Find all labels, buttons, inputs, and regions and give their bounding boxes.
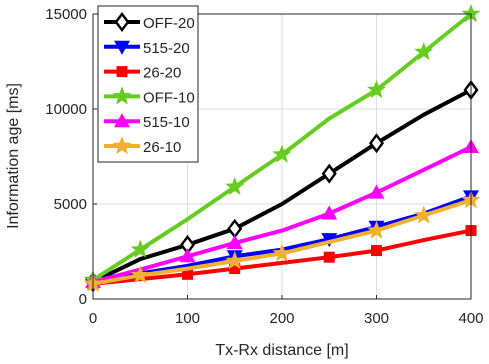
star-marker (225, 251, 245, 270)
legend-item: 515-10 (104, 113, 190, 131)
legend-label: OFF-10 (143, 89, 195, 106)
square-marker (371, 245, 382, 257)
star-marker (367, 80, 386, 99)
legend-item: 515-20 (104, 40, 190, 57)
diamond-marker (114, 12, 130, 32)
triangle-up-marker (179, 248, 196, 263)
triangle-up-marker (226, 234, 243, 249)
series-line (91, 228, 473, 286)
y-tick-label: 5000 (54, 196, 87, 213)
y-tick-label: 0 (79, 291, 87, 308)
star-marker (272, 144, 292, 163)
star-marker (272, 243, 292, 262)
legend-label: 26-10 (143, 139, 181, 156)
square-marker (229, 263, 241, 275)
square-marker (116, 66, 128, 78)
legend-label: OFF-20 (143, 15, 195, 32)
diamond-marker (369, 133, 384, 154)
x-tick-label: 400 (458, 310, 483, 327)
star-marker (225, 176, 245, 195)
axis-ticks: 0 100 200 300 400 0 5000 10000 15000 (45, 6, 483, 327)
y-tick-label: 10000 (45, 101, 87, 118)
legend-item: 26-10 (104, 136, 181, 156)
triangle-up-marker (368, 184, 385, 199)
legend-label: 515-20 (143, 40, 190, 57)
x-tick-label: 100 (175, 310, 200, 327)
square-marker (182, 268, 193, 280)
legend-item: OFF-10 (104, 86, 195, 106)
series-line (91, 145, 473, 284)
series-line (91, 88, 473, 284)
star-marker (367, 220, 386, 239)
diamond-marker (321, 163, 337, 184)
legend-item: OFF-20 (104, 12, 195, 32)
legend-label: 515-10 (143, 114, 190, 131)
star-marker (112, 136, 132, 155)
square-marker (323, 251, 335, 263)
star-marker (414, 42, 434, 61)
legend-label: 26-20 (143, 65, 181, 82)
triangle-up-marker (321, 205, 338, 220)
star-marker (112, 86, 132, 105)
legend: OFF-20 515-20 26-20 OFF-10 515-10 26-10 (97, 5, 199, 163)
star-marker (130, 265, 150, 284)
x-tick-label: 200 (269, 310, 294, 327)
triangle-up-marker (114, 113, 130, 128)
star-marker (414, 205, 434, 224)
legend-box (97, 5, 199, 163)
y-tick-label: 15000 (45, 6, 87, 23)
x-tick-label: 300 (364, 310, 389, 327)
y-axis-label: Information age [ms] (5, 83, 22, 229)
star-marker (130, 239, 150, 258)
triangle-down-marker (114, 40, 130, 55)
star-marker (461, 4, 481, 23)
x-axis-label: Tx-Rx distance [m] (215, 342, 348, 359)
x-tick-label: 0 (89, 310, 97, 327)
legend-item: 26-20 (104, 65, 181, 82)
